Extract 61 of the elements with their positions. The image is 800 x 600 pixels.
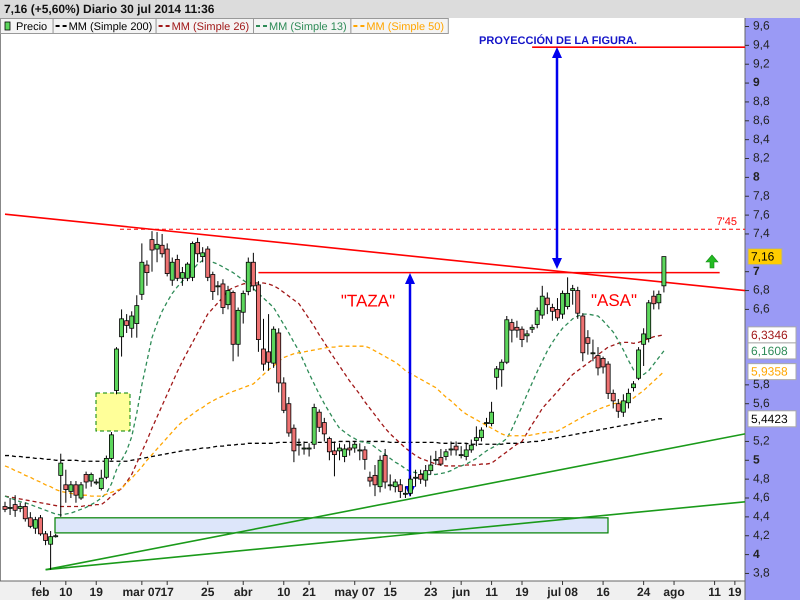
x-tick-label: 16 — [596, 585, 610, 599]
x-tick-label: 19 — [90, 585, 104, 599]
y-tick-label: 8,2 — [753, 150, 770, 165]
x-tick-label: 10 — [59, 585, 73, 599]
x-tick-label: 23 — [424, 585, 438, 599]
x-tick-label: 10 — [277, 585, 291, 599]
y-tick-label: 9,6 — [753, 18, 770, 33]
y-tick-label: 8 — [753, 170, 760, 184]
legend-label: MM (Simple 13) — [269, 21, 347, 33]
y-tick-label: 5 — [753, 452, 760, 466]
annotation: "TAZA" — [340, 292, 396, 311]
x-tick-label: 24 — [636, 585, 651, 599]
legend-label: MM (Simple 200) — [68, 21, 152, 33]
y-tick-label: 8,6 — [753, 112, 770, 127]
text: 5,9358 — [751, 364, 788, 379]
y-tick-label: 3,8 — [753, 566, 770, 580]
text: 6,1608 — [751, 344, 788, 358]
y-tick-label: 5,8 — [753, 377, 770, 392]
y-tick-label: 9,2 — [753, 56, 770, 70]
x-tick-label: abr — [234, 585, 253, 599]
y-tick-label: 7,8 — [753, 188, 770, 202]
x-tick-label: 25 — [201, 585, 215, 599]
y-tick-label: 4 — [753, 546, 760, 561]
x-tick-label: 11 — [708, 585, 722, 599]
y-tick-label: 9 — [753, 75, 760, 90]
x-tick-label: 11 — [485, 585, 498, 599]
y-tick-label: 5,2 — [753, 434, 770, 448]
x-tick-label: 19 — [515, 585, 529, 599]
x-tick-label: ago — [663, 585, 685, 599]
x-tick-label: mar 07 — [122, 585, 162, 599]
x-tick-label: may 07 — [334, 585, 376, 599]
x-tick-label: feb — [31, 585, 50, 599]
x-tick-label: jul 08 — [546, 585, 578, 599]
y-tick-label: 4,8 — [753, 471, 770, 486]
y-tick-label: 8,8 — [753, 94, 770, 108]
text: 5,4423 — [751, 412, 788, 426]
ref-line-label: 7'45 — [716, 216, 737, 228]
y-tick-label: 7 — [753, 264, 760, 278]
y-tick-label: 5,6 — [753, 396, 770, 410]
y-tick-label: 6,8 — [753, 282, 770, 297]
annotation: "ASA" — [590, 291, 638, 310]
annotation: PROYECCIÓN DE LA FIGURA. — [479, 34, 637, 47]
y-tick-label: 9,4 — [753, 38, 770, 52]
x-tick-label: 21 — [302, 585, 316, 599]
legend-label: MM (Simple 26) — [172, 21, 250, 33]
chart-title: 7,16 (+5,60%) Diario 30 jul 2014 11:36 — [4, 2, 215, 16]
x-tick-label: 17 — [160, 585, 174, 599]
y-tick-label: 4,2 — [753, 528, 770, 542]
legend-label: MM (Simple 50) — [366, 21, 444, 33]
legend-label: Precio — [16, 21, 48, 33]
y-tick-label: 4,4 — [753, 509, 770, 524]
y-tick-label: 7,6 — [753, 207, 770, 222]
y-tick-label: 4,6 — [753, 490, 770, 504]
text: 6,3346 — [751, 328, 788, 342]
x-tick-label: 19 — [728, 585, 742, 599]
x-tick-label: jun — [451, 585, 470, 599]
x-tick-label: 15 — [384, 585, 398, 599]
y-tick-label: 6,6 — [753, 302, 770, 316]
y-tick-label: 7,4 — [753, 226, 770, 240]
y-tick-label: 8,4 — [753, 132, 770, 146]
text: 7,16 — [751, 250, 775, 264]
